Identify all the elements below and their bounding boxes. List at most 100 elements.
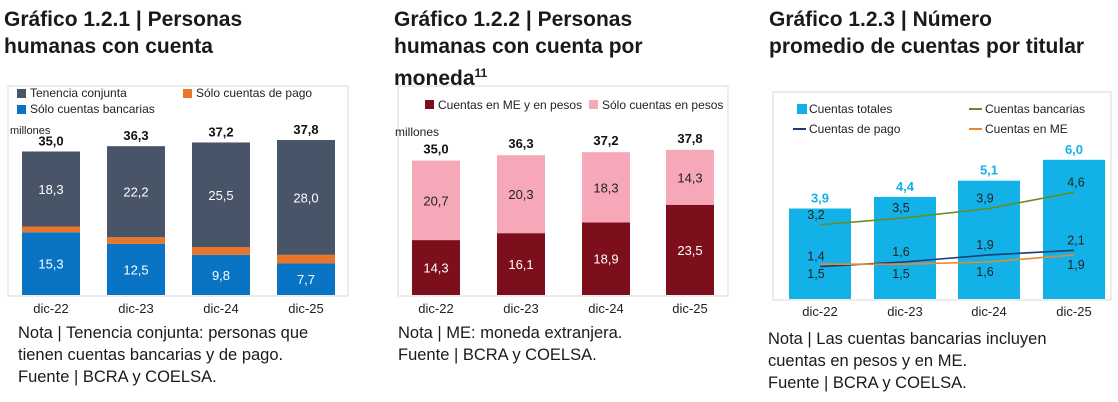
data-label: 3,9 — [976, 192, 993, 206]
chart-title-line: promedio de cuentas por titular — [769, 35, 1085, 58]
data-label: 1,5 — [807, 267, 824, 281]
x-tick-label: dic-25 — [1056, 304, 1091, 319]
chart-title: Gráfico 1.2.3 | Número promedio de cuent… — [769, 6, 1084, 60]
legend-label: Sólo cuentas en pesos — [602, 98, 723, 112]
legend-label: Sólo cuentas de pago — [196, 86, 312, 100]
legend-label: Cuentas de pago — [809, 122, 901, 136]
chart-title: Gráfico 1.2.1 | Personas humanas con cue… — [4, 6, 242, 60]
data-label: 1,9 — [1067, 258, 1084, 272]
data-label: 12,5 — [123, 262, 148, 277]
data-label: 3,2 — [807, 208, 824, 222]
x-tick-label: dic-22 — [33, 301, 68, 316]
total-label: 37,2 — [208, 124, 233, 139]
source-line: Fuente | BCRA y COELSA. — [18, 368, 217, 386]
data-label: 1,4 — [807, 250, 824, 264]
chart-note: Nota | Las cuentas bancarias incluyen cu… — [768, 328, 1047, 394]
note-line: tienen cuentas bancarias y de pago. — [18, 346, 284, 364]
legend-swatch — [17, 105, 26, 114]
series-line — [820, 254, 1075, 266]
x-tick-label: dic-24 — [588, 301, 623, 316]
chart-title-line: moneda11 — [394, 60, 643, 92]
data-label: 28,0 — [293, 190, 318, 205]
y-axis-unit: millones — [395, 125, 439, 139]
data-label: 18,3 — [38, 182, 63, 197]
x-tick-label: dic-25 — [288, 301, 323, 316]
data-label: 25,5 — [208, 188, 233, 203]
bar-segment — [582, 152, 630, 223]
bar-segment — [412, 160, 460, 241]
data-label: 14,3 — [677, 170, 702, 185]
data-label: 20,7 — [423, 193, 448, 208]
data-label: 1,9 — [976, 238, 993, 252]
bar-segment — [277, 254, 335, 264]
legend-swatch — [183, 89, 192, 98]
bar — [874, 196, 936, 299]
total-label: 35,0 — [38, 134, 63, 149]
total-label: 37,8 — [293, 122, 318, 137]
chart-title-text: moneda — [394, 67, 475, 90]
bar — [958, 180, 1020, 299]
data-label: 18,9 — [593, 252, 618, 267]
total-label: 5,1 — [980, 163, 998, 178]
legend-label: Tenencia conjunta — [30, 86, 127, 100]
data-label: 16,1 — [508, 257, 533, 272]
legend-swatch — [17, 89, 26, 98]
total-label: 4,4 — [896, 179, 915, 194]
legend-label: Cuentas bancarias — [985, 102, 1085, 116]
bar-segment — [192, 142, 250, 248]
bar-segment — [277, 140, 335, 255]
chart-title-line: Gráfico 1.2.3 | Número — [769, 8, 992, 31]
data-label: 14,3 — [423, 261, 448, 276]
plot-frame — [397, 85, 729, 297]
chart-note: Nota | Tenencia conjunta: personas que t… — [18, 322, 308, 388]
chart-note: Nota | ME: moneda extranjera. Fuente | B… — [398, 322, 622, 366]
bar-segment — [192, 247, 250, 255]
note-line: Nota | Tenencia conjunta: personas que — [18, 324, 309, 342]
data-label: 15,3 — [38, 257, 63, 272]
legend-label: Sólo cuentas bancarias — [30, 102, 155, 116]
bar — [1043, 159, 1105, 299]
x-tick-label: dic-22 — [418, 301, 453, 316]
series-line — [819, 191, 1075, 226]
x-tick-label: dic-23 — [118, 301, 153, 316]
x-tick-label: dic-23 — [887, 304, 922, 319]
data-label: 4,6 — [1067, 175, 1084, 189]
data-label: 9,8 — [212, 268, 230, 283]
chart-title-line: Gráfico 1.2.1 | Personas — [4, 8, 243, 31]
legend-swatch — [589, 100, 598, 109]
legend-label: Cuentas totales — [809, 102, 892, 116]
bar-segment — [192, 254, 250, 295]
total-label: 3,9 — [811, 191, 829, 206]
data-label: 2,1 — [1067, 233, 1084, 247]
bar-segment — [107, 146, 165, 238]
x-tick-label: dic-23 — [503, 301, 538, 316]
legend-label: Cuentas en ME y en pesos — [438, 98, 582, 112]
chart-title-line: Gráfico 1.2.2 | Personas — [394, 8, 633, 31]
chart-title-line: humanas con cuenta — [4, 35, 213, 58]
bar-segment — [497, 233, 545, 295]
legend-swatch — [425, 100, 434, 109]
plot-frame — [7, 85, 349, 297]
legend-label: Cuentas en ME — [985, 122, 1068, 136]
total-label: 37,2 — [593, 133, 618, 148]
total-label: 36,3 — [508, 136, 533, 151]
data-label: 7,7 — [297, 272, 315, 287]
bar-segment — [22, 151, 80, 227]
bar-segment — [666, 204, 714, 295]
bar-segment — [107, 243, 165, 295]
data-label: 20,3 — [508, 187, 533, 202]
total-label: 35,0 — [423, 142, 448, 157]
x-tick-label: dic-24 — [203, 301, 238, 316]
x-tick-label: dic-22 — [802, 304, 837, 319]
footnote-ref: 11 — [474, 66, 488, 80]
data-label: 1,5 — [892, 267, 909, 281]
bar-segment — [277, 263, 335, 295]
x-tick-label: dic-25 — [672, 301, 707, 316]
data-label: 22,2 — [123, 185, 148, 200]
data-label: 23,5 — [677, 243, 702, 258]
bar-segment — [107, 237, 165, 244]
stacked-bar-chart-accounts: Tenencia conjunta Sólo cuentas de pago Sól… — [7, 85, 349, 316]
total-label: 37,8 — [677, 131, 702, 146]
bar-segment — [412, 240, 460, 295]
bar-segment — [22, 232, 80, 295]
